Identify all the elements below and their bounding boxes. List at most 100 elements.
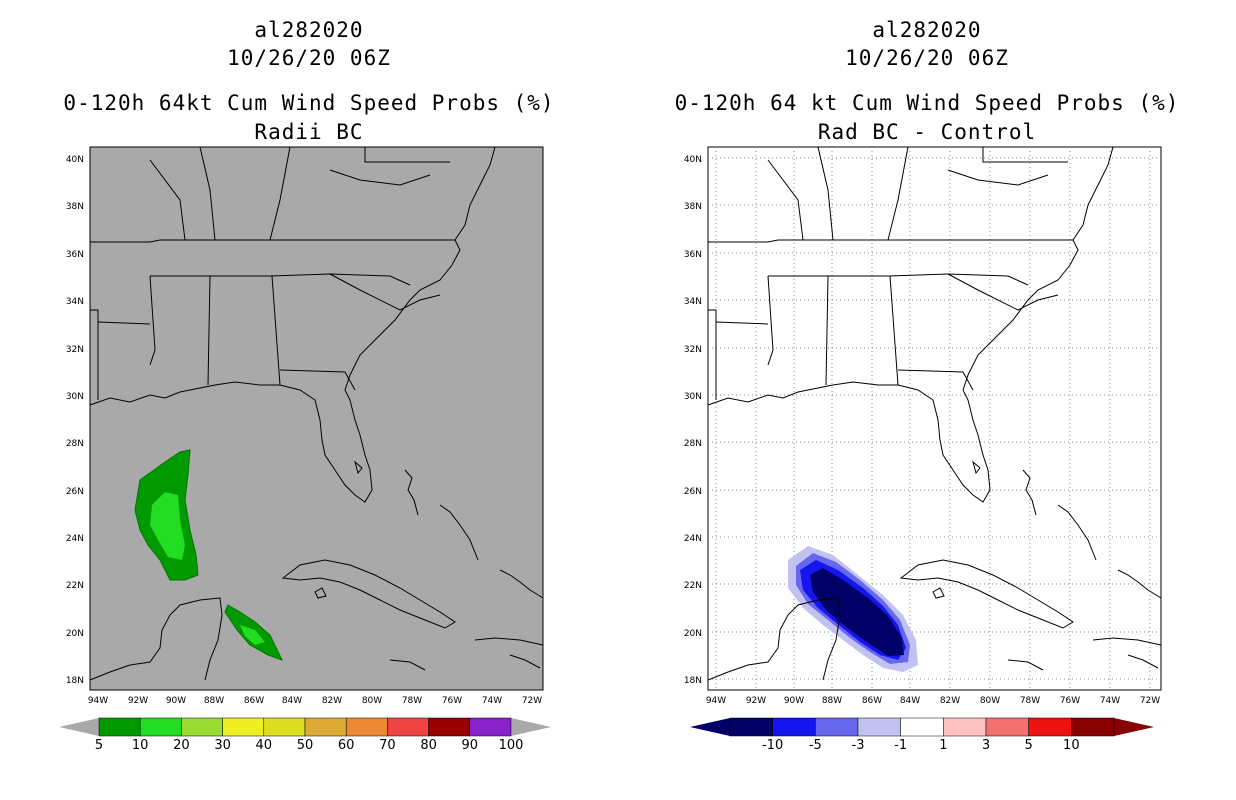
lon-label: 86W <box>244 696 264 706</box>
colorbar-swatch <box>772 717 816 737</box>
lon-label: 82W <box>940 696 960 706</box>
colorbar-swatch <box>729 717 773 737</box>
lon-label: 78W <box>1020 696 1040 706</box>
colorbar-swatch <box>1071 717 1115 737</box>
lat-label: 28N <box>66 439 84 449</box>
lat-label: 24N <box>66 534 84 544</box>
right-diff-contour-10 <box>810 568 904 656</box>
lat-label: 36N <box>684 250 702 260</box>
lat-label: 28N <box>684 439 702 449</box>
right-main-title: 0-120h 64 kt Cum Wind Speed Probs (%) <box>674 91 1180 115</box>
right-panel: al282020 10/26/20 06Z 0-120h 64 kt Cum W… <box>618 0 1236 800</box>
colorbar-label: 40 <box>255 738 273 753</box>
right-colorbar <box>690 717 1154 737</box>
lat-label: 38N <box>684 202 702 212</box>
left-coastlines <box>89 146 544 681</box>
lat-label: 20N <box>66 629 84 639</box>
lat-label: 24N <box>684 534 702 544</box>
colorbar-label: -10 <box>762 738 784 753</box>
lon-label: 74W <box>1100 696 1120 706</box>
colorbar-label: 30 <box>214 738 231 753</box>
colorbar-label: 5 <box>1024 738 1033 753</box>
colorbar-swatch <box>943 717 987 737</box>
left-prob-contour-10 <box>150 492 185 560</box>
lon-label: 72W <box>1140 696 1160 706</box>
colorbar-label: 20 <box>173 738 190 753</box>
colorbar-label: 10 <box>1063 738 1080 753</box>
left-panel: al282020 10/26/20 06Z 0-120h 64kt Cum Wi… <box>59 18 555 753</box>
lat-label: 26N <box>66 487 84 497</box>
lat-label: 22N <box>66 581 84 591</box>
lat-label: 22N <box>684 581 702 591</box>
colorbar-swatch <box>469 717 512 737</box>
lat-label: 20N <box>684 629 702 639</box>
lat-label: 34N <box>684 297 702 307</box>
lat-label: 32N <box>684 345 702 355</box>
lon-label: 88W <box>822 696 842 706</box>
left-map-frame <box>89 146 544 691</box>
lon-label: 86W <box>862 696 882 706</box>
right-map-frame <box>707 146 1162 691</box>
colorbar-swatch <box>181 717 223 737</box>
lon-label: 72W <box>522 696 542 706</box>
left-map: 40N 38N 36N 34N 32N 30N 28N 26N 24N 22N … <box>59 146 551 737</box>
lat-label: 40N <box>684 155 702 165</box>
lon-label: 92W <box>746 696 766 706</box>
lon-label: 84W <box>900 696 920 706</box>
lon-label: 76W <box>442 696 462 706</box>
colorbar-label: 80 <box>420 738 437 753</box>
right-lat-ticks: 40N 38N 36N 34N 32N 30N 28N 26N 24N 22N … <box>684 155 702 686</box>
lat-label: 26N <box>684 487 702 497</box>
colorbar-label: 3 <box>981 738 991 753</box>
left-main-title: 0-120h 64kt Cum Wind Speed Probs (%) <box>63 91 555 115</box>
lat-label: 18N <box>684 676 702 686</box>
lat-label: 40N <box>66 155 84 165</box>
lon-label: 74W <box>482 696 502 706</box>
lon-label: 76W <box>1060 696 1080 706</box>
colorbar-right-arrow <box>1114 718 1154 736</box>
colorbar-label: 50 <box>296 738 314 753</box>
colorbar-left-arrow <box>690 718 730 736</box>
lat-label: 32N <box>66 345 84 355</box>
lon-label: 82W <box>322 696 342 706</box>
colorbar-swatch <box>387 717 429 737</box>
colorbar-swatch <box>263 717 306 737</box>
right-subtitle: Rad BC - Control <box>817 120 1037 144</box>
colorbar-label: -1 <box>894 738 908 753</box>
colorbar-swatch <box>900 717 944 737</box>
left-storm-id: al282020 <box>254 18 364 42</box>
left-lon-ticks: 94W 92W 90W 88W 86W 84W 82W 80W 78W 76W … <box>88 696 542 706</box>
lat-label: 34N <box>66 297 84 307</box>
lon-label: 80W <box>980 696 1000 706</box>
colorbar-label: 70 <box>379 738 396 753</box>
lon-label: 88W <box>204 696 224 706</box>
right-valid-time: 10/26/20 06Z <box>845 46 1009 70</box>
colorbar-swatch <box>428 717 471 737</box>
colorbar-right-arrow <box>511 718 551 736</box>
colorbar-swatch <box>139 717 182 737</box>
right-coastlines <box>707 146 1162 681</box>
colorbar-label: -5 <box>808 738 822 753</box>
right-map: 40N 38N 36N 34N 32N 30N 28N 26N 24N 22N … <box>684 146 1162 737</box>
left-lat-ticks: 40N 38N 36N 34N 32N 30N 28N 26N 24N 22N … <box>66 155 84 686</box>
colorbar-swatch <box>857 717 901 737</box>
lon-label: 92W <box>128 696 148 706</box>
lat-label: 36N <box>66 250 84 260</box>
colorbar-label: -3 <box>851 738 865 753</box>
lon-label: 78W <box>402 696 422 706</box>
colorbar-label: 10 <box>131 738 149 753</box>
lat-label: 38N <box>66 202 84 212</box>
left-prob-contour-10b <box>240 625 265 645</box>
right-lon-ticks: 94W 92W 90W 88W 86W 84W 82W 80W 78W 76W … <box>706 696 1160 706</box>
lon-label: 84W <box>282 696 302 706</box>
colorbar-label: 1 <box>939 738 948 753</box>
left-valid-time: 10/26/20 06Z <box>227 46 391 70</box>
lat-label: 30N <box>66 392 84 402</box>
lat-label: 18N <box>66 676 84 686</box>
colorbar-swatch <box>304 717 347 737</box>
left-subtitle: Radii BC <box>254 120 364 144</box>
lon-label: 90W <box>166 696 186 706</box>
colorbar-swatch <box>985 717 1029 737</box>
colorbar-swatch <box>98 717 141 737</box>
colorbar-swatch <box>345 717 388 737</box>
